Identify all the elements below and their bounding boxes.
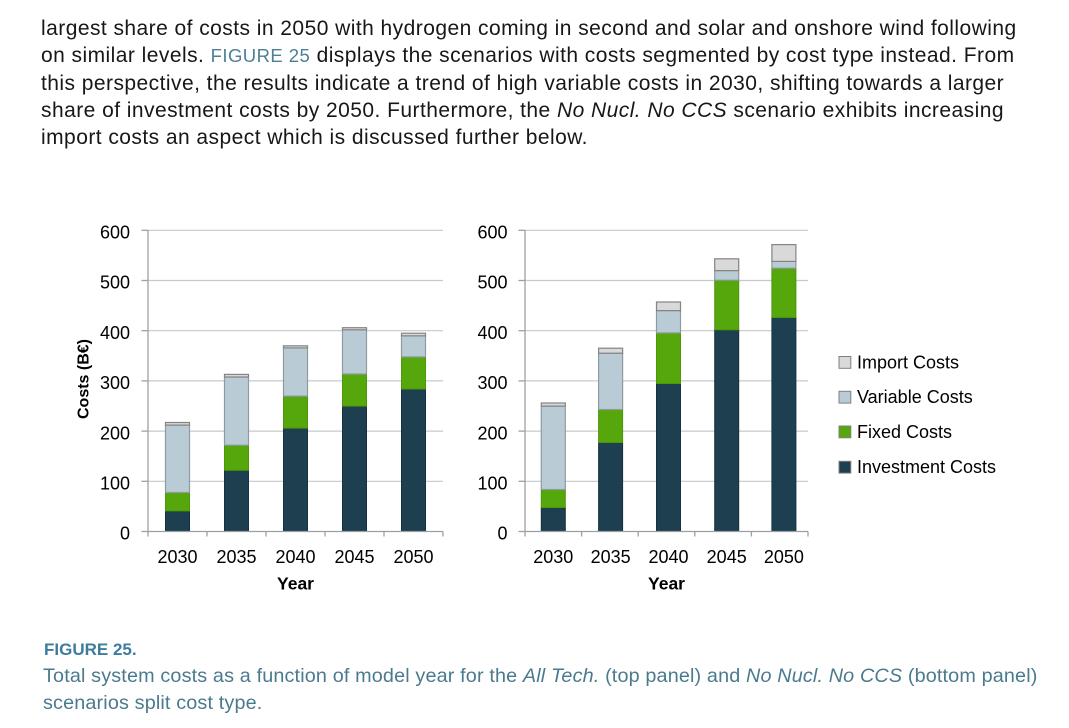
svg-text:2050: 2050 bbox=[764, 547, 804, 567]
svg-text:200: 200 bbox=[477, 423, 507, 443]
svg-text:2040: 2040 bbox=[648, 547, 688, 567]
svg-text:100: 100 bbox=[100, 474, 130, 494]
svg-text:2040: 2040 bbox=[275, 547, 315, 567]
svg-text:Import Costs: Import Costs bbox=[857, 352, 959, 372]
svg-text:2035: 2035 bbox=[216, 547, 256, 567]
svg-text:2045: 2045 bbox=[334, 547, 374, 567]
svg-text:0: 0 bbox=[497, 524, 507, 544]
svg-text:Investment Costs: Investment Costs bbox=[857, 457, 996, 477]
svg-text:Year: Year bbox=[277, 574, 314, 594]
svg-text:300: 300 bbox=[477, 373, 507, 393]
svg-text:2035: 2035 bbox=[591, 547, 631, 567]
svg-text:0: 0 bbox=[120, 524, 130, 544]
svg-text:600: 600 bbox=[477, 223, 507, 243]
svg-text:400: 400 bbox=[477, 323, 507, 343]
svg-text:500: 500 bbox=[477, 273, 507, 293]
svg-text:2030: 2030 bbox=[157, 547, 197, 567]
svg-text:Variable Costs: Variable Costs bbox=[857, 387, 973, 407]
svg-text:600: 600 bbox=[100, 223, 130, 243]
svg-text:100: 100 bbox=[477, 474, 507, 494]
svg-text:2030: 2030 bbox=[533, 547, 573, 567]
svg-text:Year: Year bbox=[648, 574, 685, 594]
svg-text:2050: 2050 bbox=[393, 547, 433, 567]
svg-text:Fixed Costs: Fixed Costs bbox=[857, 422, 952, 442]
svg-text:300: 300 bbox=[100, 373, 130, 393]
svg-text:200: 200 bbox=[100, 423, 130, 443]
svg-text:Costs (B€): Costs (B€) bbox=[76, 339, 93, 419]
svg-text:500: 500 bbox=[100, 273, 130, 293]
svg-text:400: 400 bbox=[100, 323, 130, 343]
svg-text:2045: 2045 bbox=[707, 547, 747, 567]
